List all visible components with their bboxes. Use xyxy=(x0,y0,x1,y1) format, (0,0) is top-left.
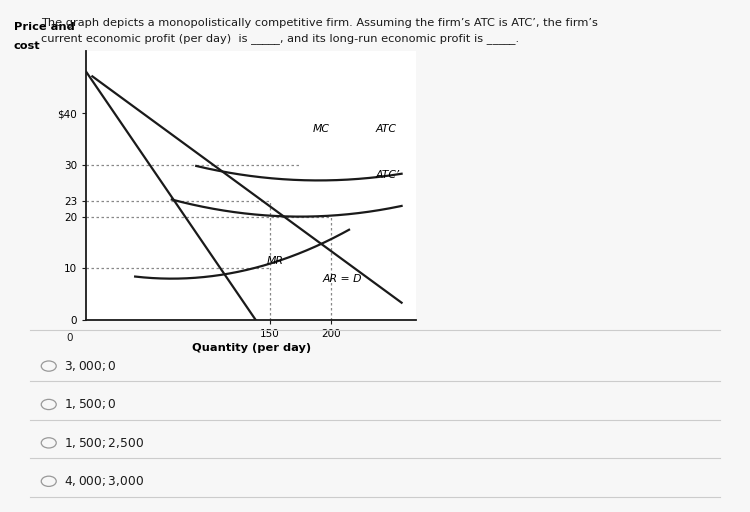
Text: AR = D: AR = D xyxy=(322,273,362,284)
Text: MR: MR xyxy=(267,255,284,266)
Text: $1,500; $2,500: $1,500; $2,500 xyxy=(64,436,144,450)
X-axis label: Quantity (per day): Quantity (per day) xyxy=(192,343,310,353)
Text: The graph depicts a monopolistically competitive firm. Assuming the firm’s ATC i: The graph depicts a monopolistically com… xyxy=(41,18,598,28)
Text: current economic profit (per day)  is _____, and its long-run economic profit is: current economic profit (per day) is ___… xyxy=(41,33,519,44)
Text: $4,000; $3,000: $4,000; $3,000 xyxy=(64,474,144,488)
Text: cost: cost xyxy=(13,41,40,51)
Text: Price and: Price and xyxy=(13,23,74,32)
Text: MC: MC xyxy=(312,124,329,134)
Text: $1,500; $0: $1,500; $0 xyxy=(64,397,117,412)
Text: $3,000; $0: $3,000; $0 xyxy=(64,359,117,373)
Text: 0: 0 xyxy=(66,333,73,343)
Text: ATC’: ATC’ xyxy=(376,170,400,180)
Text: ATC: ATC xyxy=(376,124,397,134)
